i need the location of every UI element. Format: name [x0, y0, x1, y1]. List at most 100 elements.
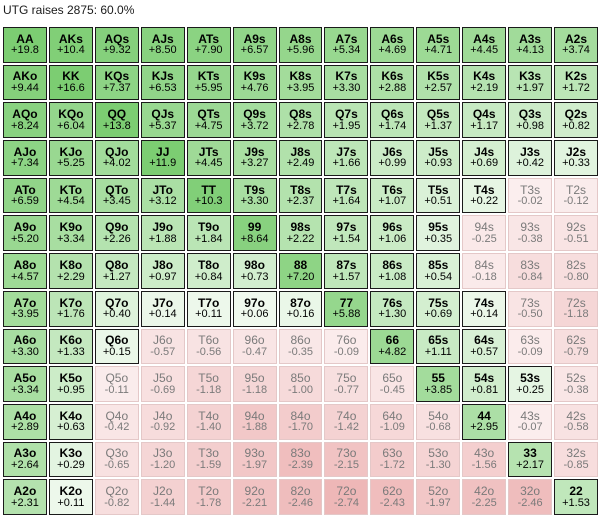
hand-cell[interactable]: J5s +0.93	[416, 140, 461, 176]
hand-cell[interactable]: 83o -2.39	[278, 441, 323, 478]
hand-cell[interactable]: T9o +1.84	[186, 215, 231, 252]
hand-cell[interactable]: 74o -1.42	[324, 403, 369, 440]
hand-cell[interactable]: KQs +7.37	[94, 64, 139, 101]
hand-cell[interactable]: J4s +0.69	[462, 140, 507, 176]
hand-cell[interactable]: K2s +1.72	[554, 64, 598, 101]
hand-cell[interactable]: 53o -1.30	[416, 441, 461, 478]
hand-cell[interactable]: 94o -1.88	[232, 403, 277, 440]
hand-cell[interactable]: T6s +1.07	[370, 177, 415, 214]
hand-cell[interactable]: KTo +4.54	[48, 177, 93, 214]
hand-cell[interactable]: 73o -2.15	[324, 441, 369, 478]
hand-cell[interactable]: Q5o -0.11	[94, 366, 139, 402]
hand-cell[interactable]: QJs +5.37	[140, 102, 185, 139]
hand-cell[interactable]: Q2s +0.82	[554, 102, 598, 139]
hand-cell[interactable]: 96o -0.47	[232, 328, 277, 365]
hand-cell[interactable]: Q2o -0.82	[94, 479, 139, 515]
hand-cell[interactable]: A7s +5.34	[324, 27, 369, 63]
hand-cell[interactable]: AKs +10.4	[48, 27, 93, 63]
hand-cell[interactable]: Q3o -0.65	[94, 441, 139, 478]
hand-cell[interactable]: T8s +2.37	[278, 177, 323, 214]
hand-cell[interactable]: Q6s +1.74	[370, 102, 415, 139]
hand-cell[interactable]: J8s +2.49	[278, 140, 323, 176]
hand-cell[interactable]: K4o +0.63	[48, 403, 93, 440]
hand-cell[interactable]: Q7o +0.40	[94, 290, 139, 327]
hand-cell[interactable]: ATs +7.90	[186, 27, 231, 63]
hand-cell[interactable]: A4s +4.45	[462, 27, 507, 63]
hand-cell[interactable]: Q4o -0.42	[94, 403, 139, 440]
hand-cell[interactable]: 95o -1.18	[232, 366, 277, 402]
hand-cell[interactable]: J2s +0.33	[554, 140, 598, 176]
hand-cell[interactable]: Q7s +1.95	[324, 102, 369, 139]
hand-cell[interactable]: K3s +1.97	[508, 64, 553, 101]
hand-cell[interactable]: 97s +1.54	[324, 215, 369, 252]
hand-cell[interactable]: 86s +1.08	[370, 253, 415, 289]
hand-cell[interactable]: K8o +2.29	[48, 253, 93, 289]
hand-cell[interactable]: 42o -2.25	[462, 479, 507, 515]
hand-cell[interactable]: 44 +2.95	[462, 403, 507, 440]
hand-cell[interactable]: J9o +1.88	[140, 215, 185, 252]
hand-cell[interactable]: 92s -0.51	[554, 215, 598, 252]
hand-cell[interactable]: 75o -0.77	[324, 366, 369, 402]
hand-cell[interactable]: T8o +0.84	[186, 253, 231, 289]
hand-cell[interactable]: J4o -0.92	[140, 403, 185, 440]
hand-cell[interactable]: A8s +5.96	[278, 27, 323, 63]
hand-cell[interactable]: 93s -0.38	[508, 215, 553, 252]
hand-cell[interactable]: 42s -0.58	[554, 403, 598, 440]
hand-cell[interactable]: 98s +2.22	[278, 215, 323, 252]
hand-cell[interactable]: Q3s +0.98	[508, 102, 553, 139]
hand-cell[interactable]: 54s +0.81	[462, 366, 507, 402]
hand-cell[interactable]: AQs +9.32	[94, 27, 139, 63]
hand-cell[interactable]: K5s +2.57	[416, 64, 461, 101]
hand-cell[interactable]: 93o -1.97	[232, 441, 277, 478]
hand-cell[interactable]: A4o +2.89	[3, 403, 47, 440]
hand-cell[interactable]: K5o +0.95	[48, 366, 93, 402]
hand-cell[interactable]: T6o -0.56	[186, 328, 231, 365]
hand-cell[interactable]: T2s -0.12	[554, 177, 598, 214]
hand-cell[interactable]: TT +10.3	[186, 177, 231, 214]
hand-cell[interactable]: 87s +1.57	[324, 253, 369, 289]
hand-cell[interactable]: T4o -1.40	[186, 403, 231, 440]
hand-cell[interactable]: 95s +0.35	[416, 215, 461, 252]
hand-cell[interactable]: 32o -2.46	[508, 479, 553, 515]
hand-cell[interactable]: 75s +0.69	[416, 290, 461, 327]
hand-cell[interactable]: K7o +1.76	[48, 290, 93, 327]
hand-cell[interactable]: AJs +8.50	[140, 27, 185, 63]
hand-cell[interactable]: 96s +1.06	[370, 215, 415, 252]
hand-cell[interactable]: 97o +0.06	[232, 290, 277, 327]
hand-cell[interactable]: J3s +0.42	[508, 140, 553, 176]
hand-cell[interactable]: 64s +0.57	[462, 328, 507, 365]
hand-cell[interactable]: QTs +4.75	[186, 102, 231, 139]
hand-cell[interactable]: A7o +3.95	[3, 290, 47, 327]
hand-cell[interactable]: 86o -0.35	[278, 328, 323, 365]
hand-cell[interactable]: T7o +0.11	[186, 290, 231, 327]
hand-cell[interactable]: 52s -0.38	[554, 366, 598, 402]
hand-cell[interactable]: 73s -0.50	[508, 290, 553, 327]
hand-cell[interactable]: 82o -2.46	[278, 479, 323, 515]
hand-cell[interactable]: 54o -0.68	[416, 403, 461, 440]
hand-cell[interactable]: J2o -1.44	[140, 479, 185, 515]
hand-cell[interactable]: QQ +13.8	[94, 102, 139, 139]
hand-cell[interactable]: 98o +0.73	[232, 253, 277, 289]
hand-cell[interactable]: 43o -1.56	[462, 441, 507, 478]
hand-cell[interactable]: J3o -1.20	[140, 441, 185, 478]
hand-cell[interactable]: QJo +4.02	[94, 140, 139, 176]
hand-cell[interactable]: ATo +6.59	[3, 177, 47, 214]
hand-cell[interactable]: K3o +0.29	[48, 441, 93, 478]
hand-cell[interactable]: Q8o +1.27	[94, 253, 139, 289]
hand-cell[interactable]: T3o -1.59	[186, 441, 231, 478]
hand-cell[interactable]: 83s -0.84	[508, 253, 553, 289]
hand-cell[interactable]: A6o +3.30	[3, 328, 47, 365]
hand-cell[interactable]: 84o -1.70	[278, 403, 323, 440]
hand-cell[interactable]: 76s +1.30	[370, 290, 415, 327]
hand-cell[interactable]: 53s +0.25	[508, 366, 553, 402]
hand-cell[interactable]: T7s +1.64	[324, 177, 369, 214]
hand-cell[interactable]: 72s -1.18	[554, 290, 598, 327]
hand-cell[interactable]: 66 +4.82	[370, 328, 415, 365]
hand-cell[interactable]: AKo +9.44	[3, 64, 47, 101]
hand-cell[interactable]: J7s +1.66	[324, 140, 369, 176]
hand-cell[interactable]: 65s +1.11	[416, 328, 461, 365]
hand-cell[interactable]: J8o +0.97	[140, 253, 185, 289]
hand-cell[interactable]: JTo +3.12	[140, 177, 185, 214]
hand-cell[interactable]: T3s -0.02	[508, 177, 553, 214]
hand-cell[interactable]: Q4s +1.17	[462, 102, 507, 139]
